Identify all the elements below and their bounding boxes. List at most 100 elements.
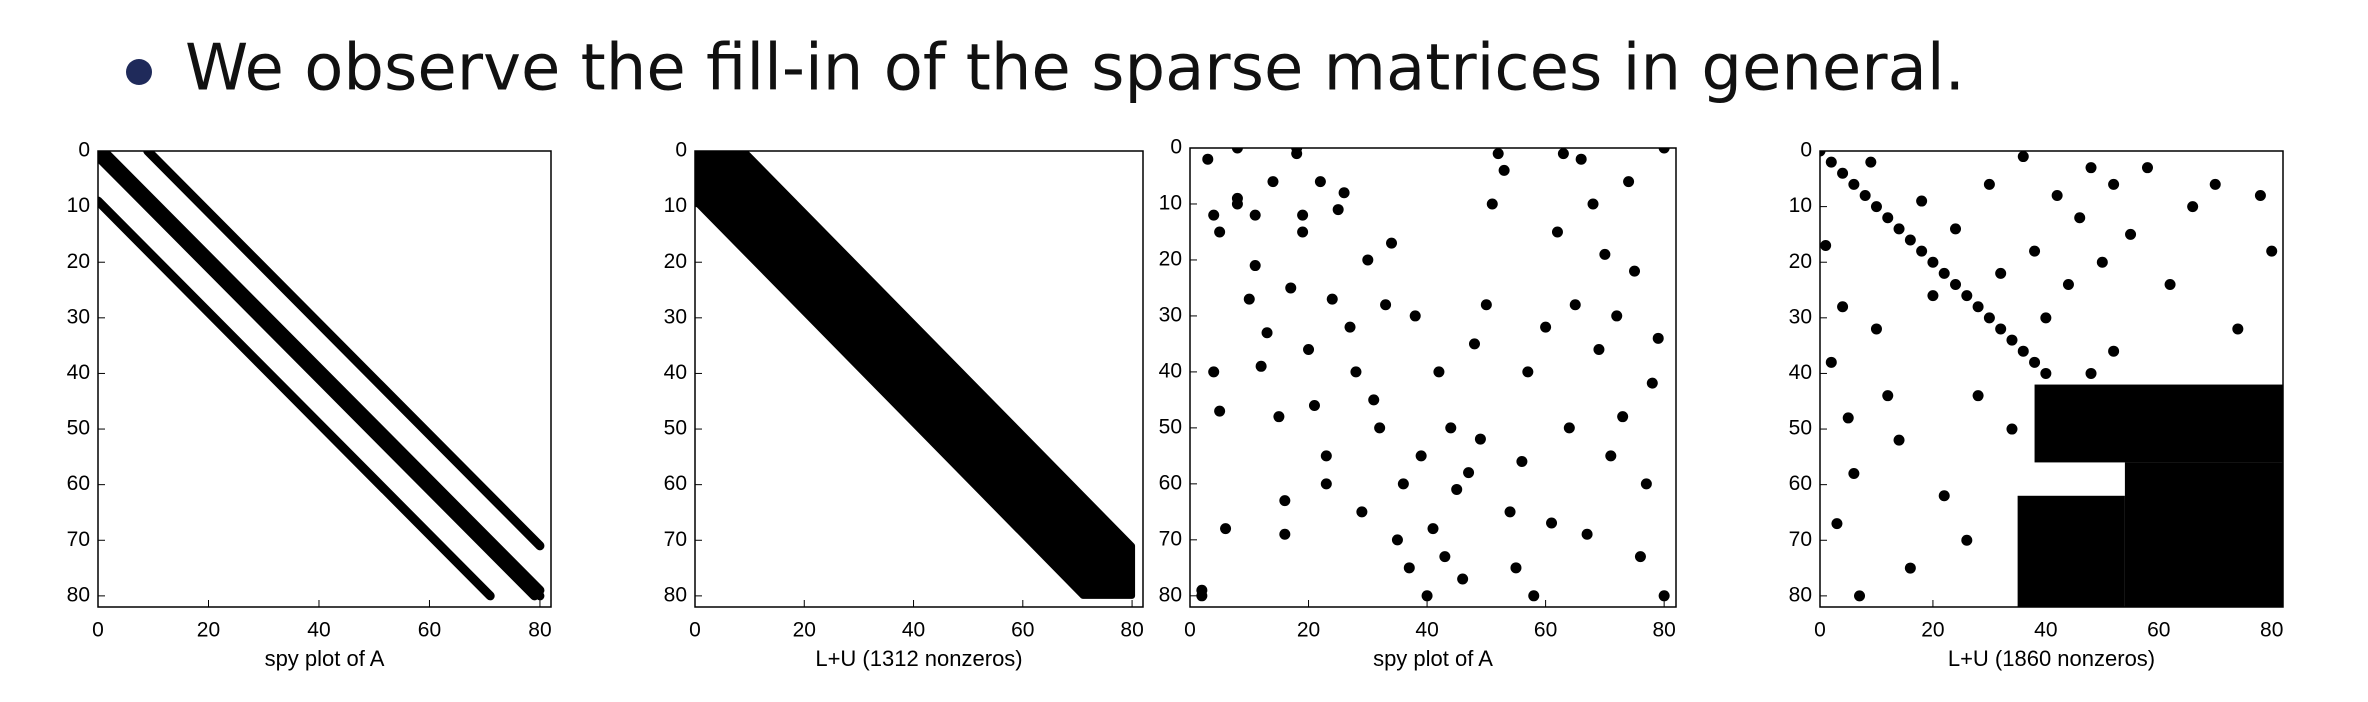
nonzero (1882, 212, 1894, 224)
nonzero (1983, 312, 1995, 324)
nonzero (1995, 323, 2007, 335)
nonzero (2006, 423, 2018, 435)
nonzero (2040, 367, 2052, 379)
y-tick-label: 70 (664, 528, 687, 551)
nonzero (2266, 245, 2278, 257)
x-tick-label: 80 (2260, 619, 2283, 642)
y-tick-label: 50 (67, 417, 90, 440)
nonzero (1617, 411, 1629, 423)
nonzero (1882, 390, 1894, 402)
x-tick-label: 40 (1415, 619, 1438, 642)
nonzero (1611, 310, 1623, 322)
x-axis-label: L+U (1312 nonzeros) (815, 646, 1022, 671)
nonzero (1516, 455, 1528, 467)
nonzero (2017, 345, 2029, 357)
nonzero (1332, 204, 1344, 216)
nonzero (1468, 338, 1480, 350)
nonzero (1214, 226, 1226, 238)
nonzero (1320, 450, 1332, 462)
nonzero (1368, 394, 1380, 406)
x-tick-label: 0 (1814, 619, 1826, 642)
nonzero (2051, 189, 2063, 201)
nonzero (2108, 345, 2120, 357)
nonzero (1938, 267, 1950, 279)
nonzero (1297, 209, 1309, 221)
nonzero (1350, 366, 1362, 378)
y-tick-label: 40 (67, 361, 90, 384)
y-tick-label: 40 (1789, 361, 1812, 384)
marks (1820, 151, 2283, 607)
nonzero (1457, 573, 1469, 585)
nonzero (1208, 366, 1220, 378)
y-tick-label: 60 (67, 472, 90, 495)
nonzero (1848, 468, 1860, 480)
y-tick-label: 20 (1159, 247, 1182, 270)
nonzero (1623, 176, 1635, 188)
nonzero (2029, 245, 2041, 257)
nonzero (2096, 256, 2108, 268)
nonzero (1995, 267, 2007, 279)
nonzero (1427, 523, 1439, 535)
nonzero (1261, 327, 1273, 339)
nonzero (1421, 590, 1433, 602)
x-tick-label: 40 (2034, 619, 2057, 642)
diagonal (143, 151, 545, 551)
nonzero (2164, 278, 2176, 290)
nonzero (1569, 299, 1581, 311)
axes-frame (97, 150, 552, 608)
nonzero (1972, 301, 1984, 313)
y-tick-label: 80 (664, 583, 687, 606)
nonzero (2254, 189, 2266, 201)
nonzero (1403, 562, 1415, 574)
nonzero (2209, 178, 2221, 190)
nonzero (1279, 528, 1291, 540)
nonzero (1374, 422, 1386, 434)
nonzero (2085, 367, 2097, 379)
x-tick-label: 0 (92, 619, 104, 642)
nonzero (1249, 209, 1261, 221)
y-tick-label: 20 (67, 250, 90, 273)
nonzero (1380, 299, 1392, 311)
nonzero (1825, 156, 1837, 168)
nonzero (1652, 332, 1664, 344)
bullet-dot (126, 59, 152, 85)
nonzero (1273, 411, 1285, 423)
nonzero (1938, 490, 1950, 502)
nonzero (1950, 223, 1962, 235)
nonzero (1439, 551, 1451, 563)
nonzero (2232, 323, 2244, 335)
nonzero (1593, 344, 1605, 356)
nonzero (1557, 148, 1569, 160)
nonzero (1267, 176, 1279, 188)
y-tick-label: 10 (1159, 192, 1182, 215)
nonzero (1927, 256, 1939, 268)
y-tick-label: 50 (1789, 417, 1812, 440)
nonzero (1904, 234, 1916, 246)
nonzero (1528, 590, 1540, 602)
y-tick-label: 60 (1789, 472, 1812, 495)
axes-frame (694, 150, 1144, 608)
nonzero (2125, 228, 2137, 240)
nonzero (1510, 562, 1522, 574)
nonzero (1297, 226, 1309, 238)
y-tick-label: 40 (664, 361, 687, 384)
nonzero (1208, 209, 1220, 221)
nonzero (1344, 321, 1356, 333)
nonzero (1646, 377, 1658, 389)
x-tick-label: 80 (528, 619, 551, 642)
nonzero (1291, 148, 1303, 160)
nonzero (1916, 195, 1928, 207)
y-tick-label: 10 (67, 194, 90, 217)
x-axis-label: spy plot of A (265, 646, 385, 671)
x-axis-label: L+U (1860 nonzeros) (1948, 646, 2155, 671)
nonzero (1540, 321, 1552, 333)
nonzero (1451, 483, 1463, 495)
nonzero (1825, 356, 1837, 368)
axes-frame (1819, 150, 2284, 608)
nonzero (1415, 450, 1427, 462)
x-tick-label: 60 (2147, 619, 2170, 642)
nonzero (1634, 551, 1646, 563)
